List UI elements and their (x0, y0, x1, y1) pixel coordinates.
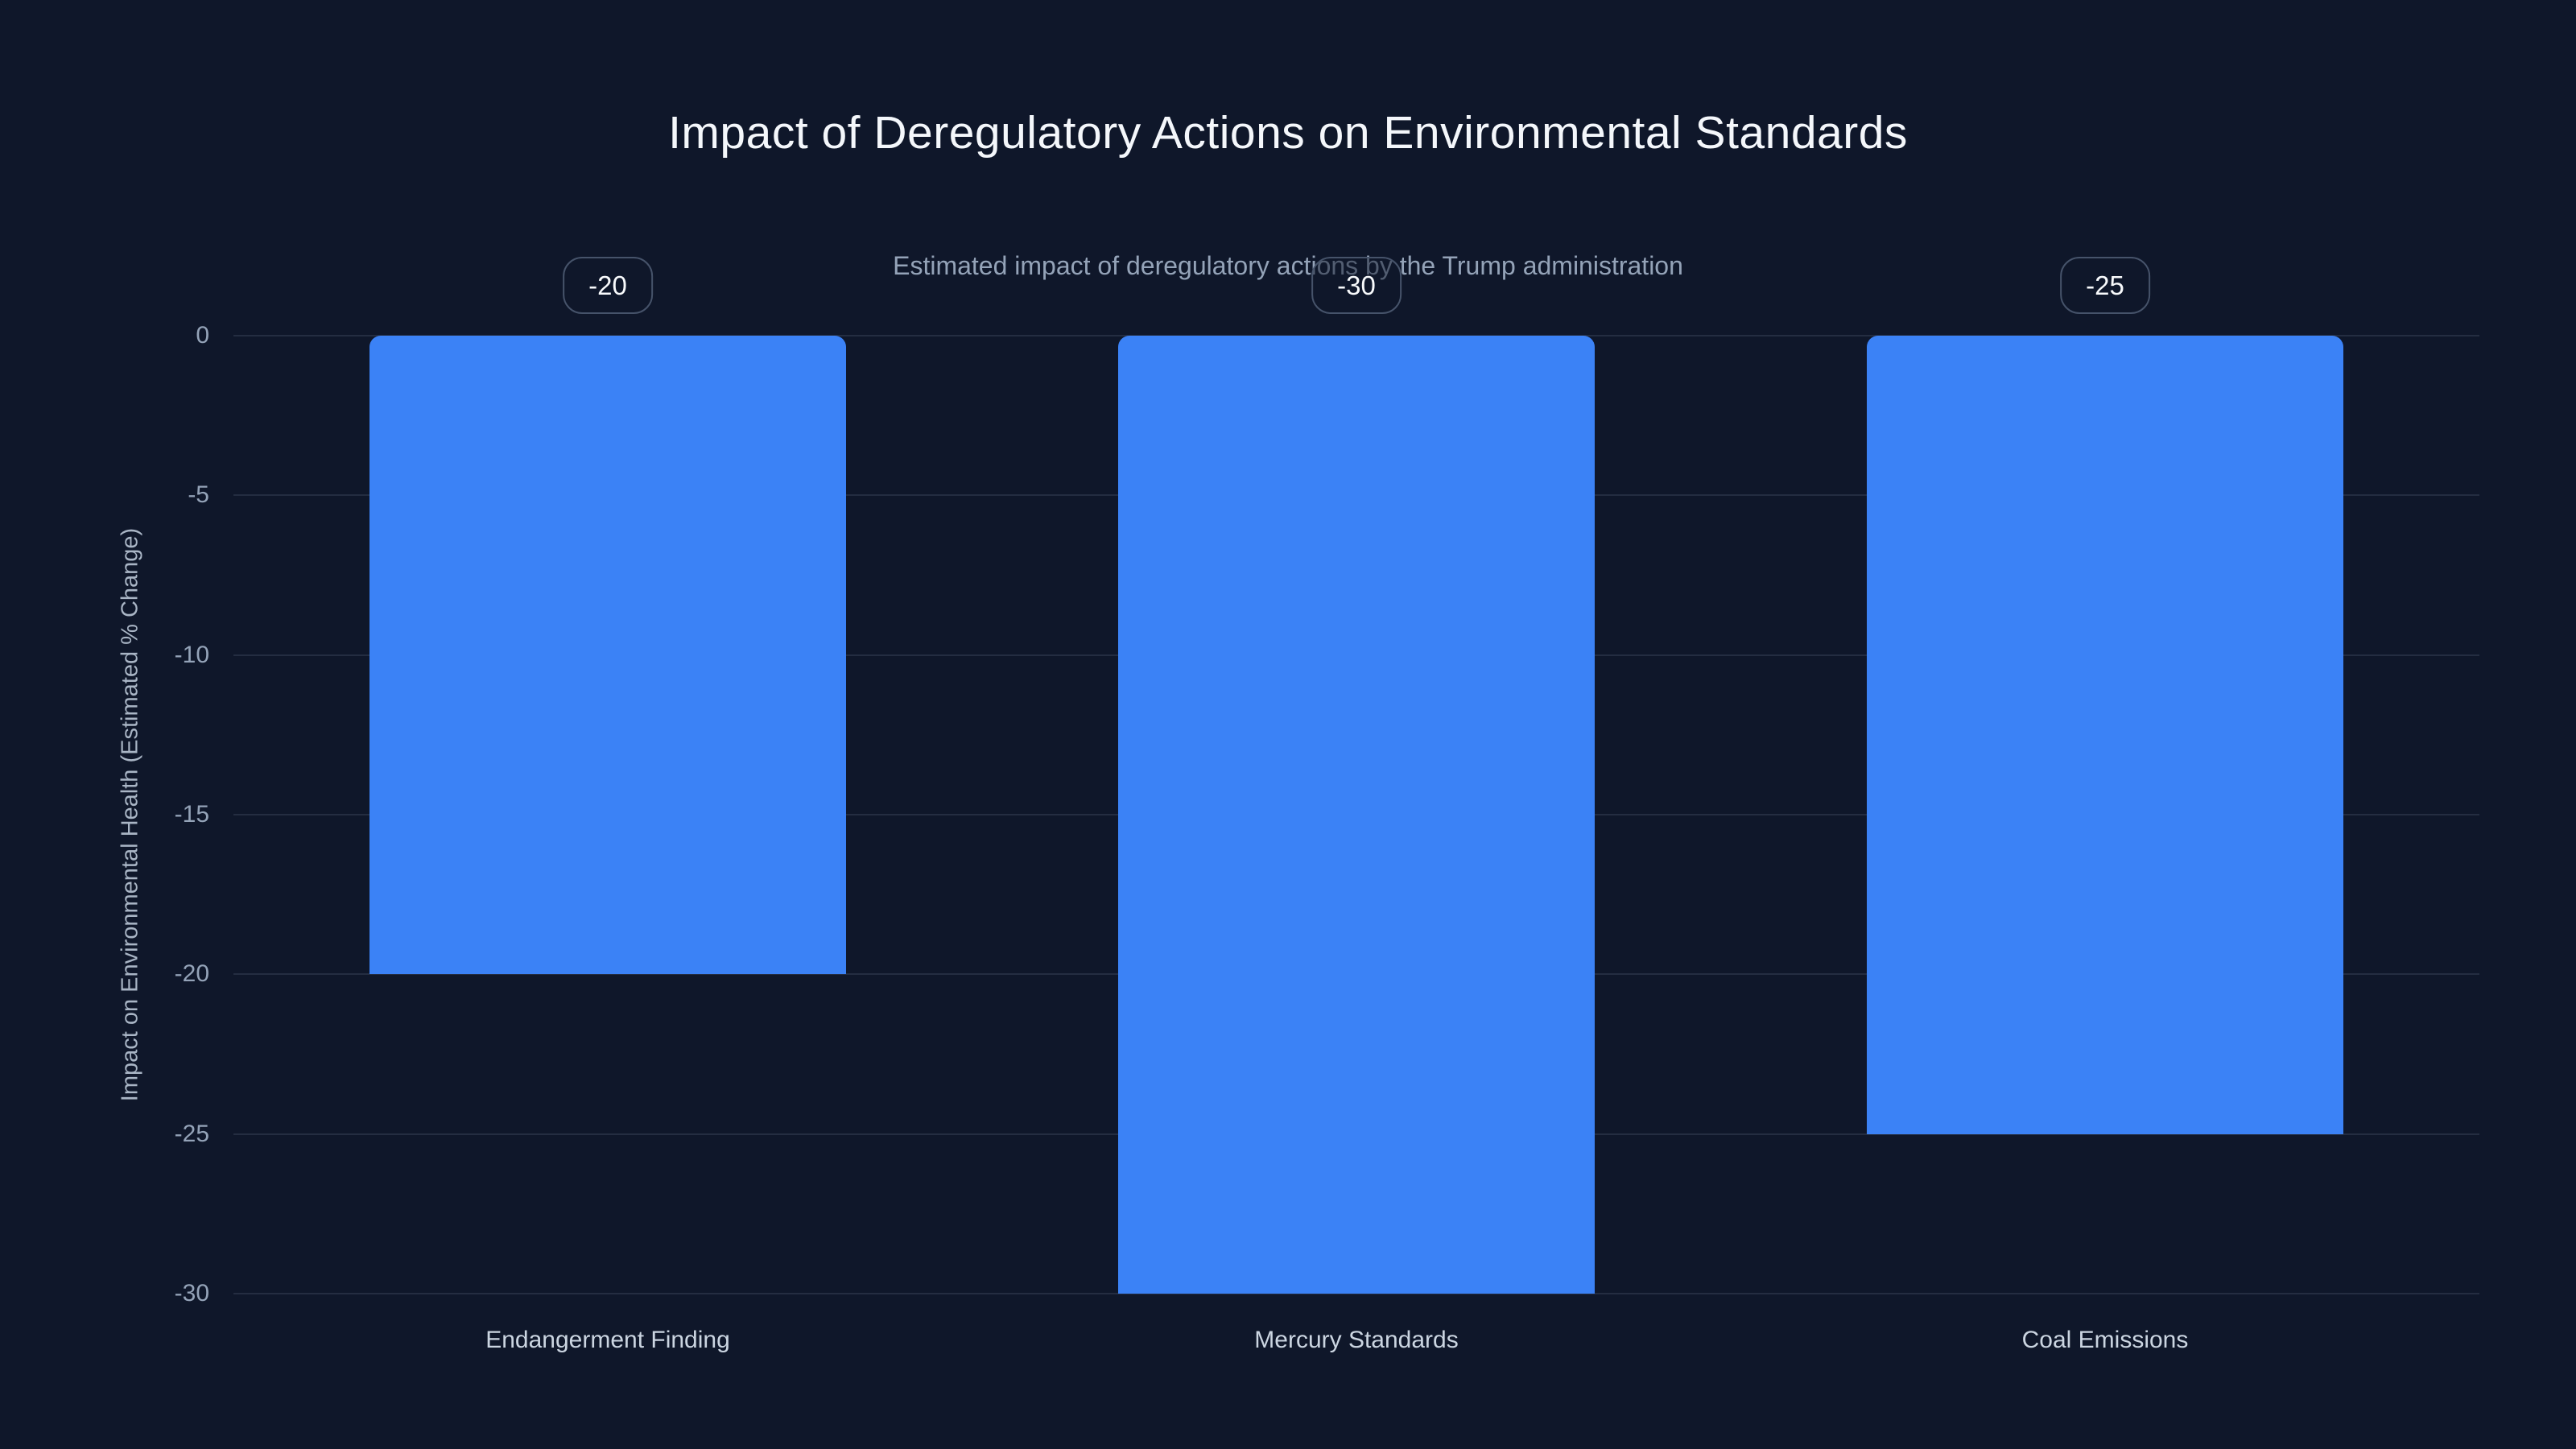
y-tick-label-0: 0 (196, 322, 209, 349)
y-tick-label--20: -20 (174, 960, 209, 988)
value-badge-coal-emissions: -25 (2060, 257, 2150, 314)
y-tick-label--30: -30 (174, 1280, 209, 1307)
chart-subtitle: Estimated impact of deregulatory actions… (893, 251, 1683, 280)
plot-area: 0 -5 -10 -15 -20 -25 -30 -20 Endangerment Findin… (175, 257, 2479, 1353)
bar-mercury-standards[interactable] (1118, 336, 1595, 1294)
x-axis-label-endangerment-finding: Endangerment Finding (485, 1327, 730, 1353)
y-tick-label--5: -5 (188, 481, 209, 509)
bar-coal-emissions[interactable] (1867, 336, 2343, 1134)
bar-endangerment-finding[interactable] (369, 336, 846, 975)
x-axis-label-coal-emissions: Coal Emissions (2021, 1327, 2189, 1353)
y-tick-label--15: -15 (174, 801, 209, 828)
y-tick-label--25: -25 (174, 1120, 209, 1147)
value-badge-mercury-standards: -30 (1311, 257, 1402, 314)
chart-title: Impact of Deregulatory Actions on Enviro… (668, 107, 1908, 159)
value-badge-endangerment-finding: -20 (563, 257, 653, 314)
x-axis-label-mercury-standards: Mercury Standards (1254, 1327, 1459, 1353)
y-tick-label--10: -10 (174, 641, 209, 668)
gridline--30 (233, 1293, 2479, 1294)
